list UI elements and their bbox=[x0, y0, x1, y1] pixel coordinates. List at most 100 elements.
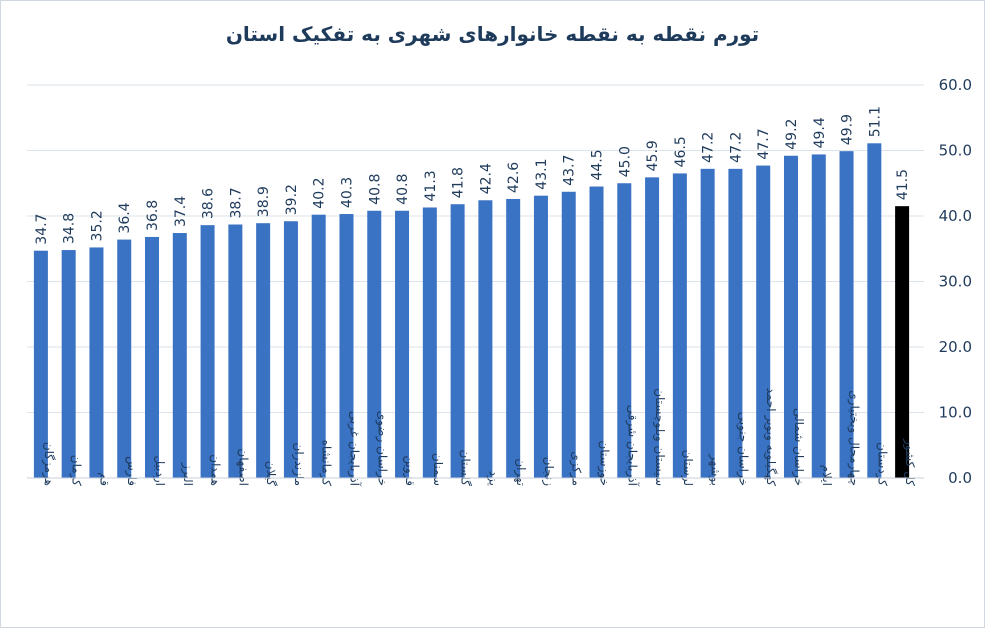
bar bbox=[700, 168, 715, 478]
value-label: 43.1 bbox=[534, 159, 550, 190]
bar bbox=[839, 151, 854, 478]
category-label: خراسان رضوی bbox=[374, 411, 389, 486]
bar bbox=[283, 221, 298, 479]
value-label: 35.2 bbox=[89, 210, 105, 241]
category-label: آذربایجان شرقی bbox=[624, 405, 640, 487]
category-label: قزوین bbox=[402, 455, 417, 486]
value-label: 37.4 bbox=[173, 196, 189, 227]
category-label: کرمانشاه bbox=[319, 440, 334, 487]
bar bbox=[450, 204, 465, 478]
bar bbox=[645, 177, 660, 479]
value-label: 45.0 bbox=[617, 146, 633, 177]
value-label: 47.7 bbox=[756, 128, 772, 159]
category-label: سیستان وبلوچستان bbox=[652, 388, 667, 486]
value-label: 44.5 bbox=[590, 149, 606, 180]
category-label: کردستان bbox=[874, 442, 889, 486]
category-label: فارس bbox=[124, 456, 139, 486]
value-label: 42.4 bbox=[478, 163, 494, 194]
category-label: زنجان bbox=[541, 457, 556, 487]
category-label: البرز bbox=[180, 462, 195, 486]
value-label: 40.3 bbox=[339, 177, 355, 208]
value-label: 42.6 bbox=[506, 162, 522, 193]
value-label: 34.8 bbox=[62, 213, 78, 244]
bar bbox=[811, 154, 826, 478]
chart-title: تورم نقطه به نقطه خانوارهای شهری به تفکی… bbox=[225, 22, 760, 46]
bar bbox=[422, 207, 437, 479]
category-label: مازندران bbox=[291, 443, 306, 486]
value-label: 51.1 bbox=[867, 106, 883, 137]
category-label: خراسان شمالی bbox=[791, 408, 806, 486]
value-label: 47.2 bbox=[701, 132, 717, 163]
bar bbox=[367, 210, 382, 478]
value-label: 41.3 bbox=[423, 170, 439, 201]
bar bbox=[617, 183, 632, 478]
value-label: 49.2 bbox=[784, 119, 800, 150]
bar bbox=[61, 250, 76, 478]
value-label: 36.8 bbox=[145, 200, 161, 231]
bars bbox=[33, 143, 910, 479]
value-label: 43.7 bbox=[562, 155, 578, 186]
bar bbox=[728, 168, 743, 478]
bar bbox=[172, 233, 187, 478]
category-label: کل کشور bbox=[902, 438, 917, 486]
category-label: بوشهر bbox=[708, 453, 723, 486]
value-label: 38.9 bbox=[256, 186, 272, 217]
category-label: خوزستان bbox=[597, 440, 612, 486]
category-label: هرمزگان bbox=[41, 442, 56, 486]
value-label: 34.7 bbox=[34, 214, 50, 245]
value-label: 47.2 bbox=[728, 132, 744, 163]
category-label: گیلان bbox=[264, 461, 278, 487]
category-label: اردبیل bbox=[152, 455, 167, 486]
bar bbox=[145, 236, 160, 478]
bar bbox=[478, 200, 493, 478]
category-label: مرکزی bbox=[569, 451, 584, 486]
value-label: 46.5 bbox=[673, 136, 689, 167]
value-label: 45.9 bbox=[645, 140, 661, 171]
value-label: 38.6 bbox=[201, 188, 217, 219]
bar bbox=[506, 198, 521, 478]
value-label: 40.8 bbox=[395, 174, 411, 205]
category-label: کرمان bbox=[69, 455, 84, 487]
bar bbox=[89, 247, 104, 478]
category-label: همدان bbox=[209, 454, 223, 486]
bar bbox=[533, 195, 548, 478]
value-label: 40.8 bbox=[367, 174, 383, 205]
y-axis-ticks: 0.0 10.0 20.0 30.0 40.0 50.0 60.0 bbox=[939, 76, 972, 487]
value-label: 38.7 bbox=[228, 187, 244, 218]
y-tick-label: 60.0 bbox=[939, 76, 972, 94]
y-tick-label: 10.0 bbox=[939, 404, 972, 422]
bar bbox=[561, 191, 576, 478]
category-label: آذربایجان غربی bbox=[346, 411, 362, 487]
bar bbox=[783, 155, 798, 479]
category-label: خراسان جنوبی bbox=[735, 412, 750, 486]
value-label: 36.4 bbox=[117, 202, 133, 233]
value-label: 40.2 bbox=[312, 178, 328, 209]
bar bbox=[228, 224, 243, 478]
category-label: چهارمحال وبختیاری bbox=[847, 390, 862, 486]
bar bbox=[756, 165, 771, 478]
category-label: اصفهان bbox=[236, 448, 250, 486]
y-tick-label: 0.0 bbox=[948, 469, 972, 487]
category-label: تهران bbox=[513, 458, 528, 486]
category-label: کهگیلویه وبویر احمد bbox=[763, 388, 778, 487]
bar bbox=[339, 214, 354, 478]
value-label: 41.8 bbox=[451, 167, 467, 198]
y-tick-label: 20.0 bbox=[939, 338, 972, 356]
bar bbox=[589, 186, 604, 478]
bar bbox=[867, 143, 882, 479]
y-tick-label: 50.0 bbox=[939, 142, 972, 160]
bar bbox=[395, 210, 410, 478]
bar bbox=[256, 223, 271, 478]
category-label: گلستان bbox=[459, 450, 473, 487]
value-label: 49.9 bbox=[840, 114, 856, 145]
bar bbox=[200, 225, 215, 478]
category-label: ایلام bbox=[820, 465, 834, 486]
y-tick-label: 40.0 bbox=[939, 207, 972, 225]
category-label: سمنان bbox=[431, 453, 445, 486]
category-label: قم bbox=[97, 472, 111, 486]
bar bbox=[117, 239, 132, 478]
value-label: 39.2 bbox=[284, 184, 300, 215]
bar-highlight bbox=[895, 206, 910, 479]
value-label: 49.4 bbox=[812, 117, 828, 148]
